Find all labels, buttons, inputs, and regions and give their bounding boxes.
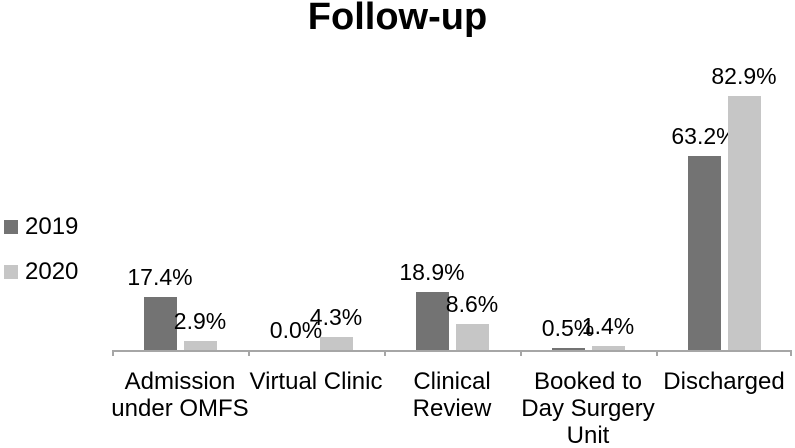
legend-label-2020: 2020 [25, 258, 79, 285]
bar-2020-clinical-review [455, 324, 489, 350]
data-label-2019-clinical-review: 18.9% [399, 259, 465, 285]
category-label-line: Review [412, 395, 492, 422]
bar-2020-discharged [727, 96, 761, 350]
category-label-clinical-review: Clinical Review [413, 368, 492, 422]
bar-2019-admission-under-omfs [143, 297, 177, 350]
category-label-admission-under-omfs: Admission under OMFS [111, 368, 248, 422]
category-label-line: Clinical [413, 368, 491, 395]
legend-label-2019: 2019 [25, 213, 79, 240]
x-axis-tick [790, 350, 792, 356]
bar-2020-virtual-clinic [319, 337, 353, 350]
category-label-line: Booked to [533, 368, 643, 395]
bar-2020-booked-to-day-surgery-unit [591, 346, 625, 350]
legend-item-2019: 2019 [4, 213, 78, 241]
category-label-discharged: Discharged [663, 368, 784, 395]
category-label-virtual-clinic: Virtual Clinic [250, 368, 383, 395]
legend: 2019 2020 [4, 213, 78, 286]
x-axis-tick [520, 350, 522, 356]
bar-2019-discharged [687, 156, 721, 350]
category-label-booked-to-day-surgery-unit: Booked to Day Surgery Unit [521, 368, 654, 448]
data-label-2020-admission-under-omfs: 2.9% [173, 308, 227, 334]
data-label-2019-admission-under-omfs: 17.4% [127, 264, 193, 290]
data-label-2020-discharged: 82.9% [711, 63, 777, 89]
data-label-2020-booked-to-day-surgery-unit: 1.4% [581, 313, 635, 339]
legend-swatch-2019 [4, 220, 18, 234]
category-label-line: Virtual Clinic [249, 368, 383, 395]
category-label-line: Admission [124, 368, 236, 395]
data-label-2020-clinical-review: 8.6% [445, 291, 499, 317]
category-label-line: Unit [566, 422, 610, 448]
x-axis-tick [112, 350, 114, 356]
bar-2019-clinical-review [415, 292, 449, 350]
legend-swatch-2020 [4, 265, 18, 279]
data-label-2019-booked-to-day-surgery-unit: 0.5% [541, 315, 595, 341]
data-label-2019-discharged: 63.2% [671, 123, 737, 149]
x-axis-tick [248, 350, 250, 356]
legend-item-2020: 2020 [4, 258, 78, 286]
chart-title: Follow-up [307, 0, 488, 38]
data-label-2019-virtual-clinic: 0.0% [269, 317, 323, 343]
x-axis-tick [384, 350, 386, 356]
category-label-line: under OMFS [111, 395, 249, 422]
bar-2019-booked-to-day-surgery-unit [551, 348, 585, 350]
data-label-2020-virtual-clinic: 4.3% [309, 304, 363, 330]
x-axis-tick [656, 350, 658, 356]
category-label-line: Discharged [663, 368, 785, 395]
x-axis-line [112, 350, 792, 352]
category-label-line: Day Surgery [521, 395, 655, 422]
bar-2020-admission-under-omfs [183, 341, 217, 350]
